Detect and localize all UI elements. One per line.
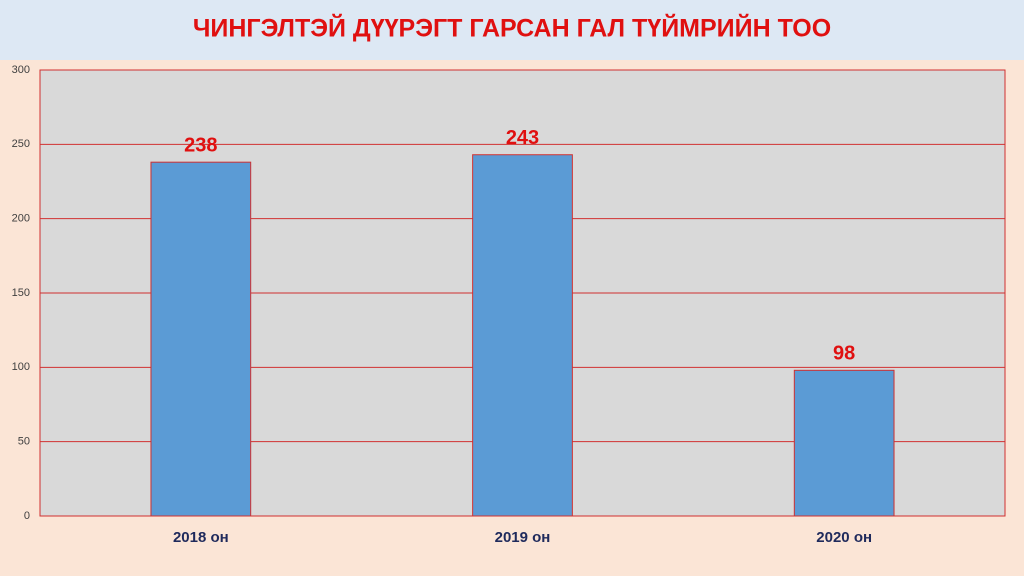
bar [793, 369, 895, 517]
data-label: 238 [184, 134, 217, 156]
data-label: 98 [833, 343, 855, 365]
title-band [0, 0, 1024, 60]
bar [472, 154, 573, 517]
y-tick-label: 150 [12, 287, 30, 299]
x-tick-label: 2020 он [816, 529, 872, 546]
y-tick-label: 0 [24, 510, 30, 522]
chart-title: ЧИНГЭЛТЭЙ ДҮҮРЭГТ ГАРСАН ГАЛ ТҮЙМРИЙН ТО… [193, 13, 831, 43]
y-tick-label: 200 [12, 213, 30, 225]
x-tick-label: 2019 он [495, 529, 551, 546]
y-tick-label: 100 [12, 361, 30, 373]
y-tick-label: 300 [12, 64, 30, 76]
y-tick-label: 250 [12, 138, 30, 150]
data-label: 243 [506, 127, 539, 149]
x-tick-label: 2018 он [173, 529, 229, 546]
y-tick-label: 50 [18, 436, 30, 448]
bar [150, 161, 252, 517]
